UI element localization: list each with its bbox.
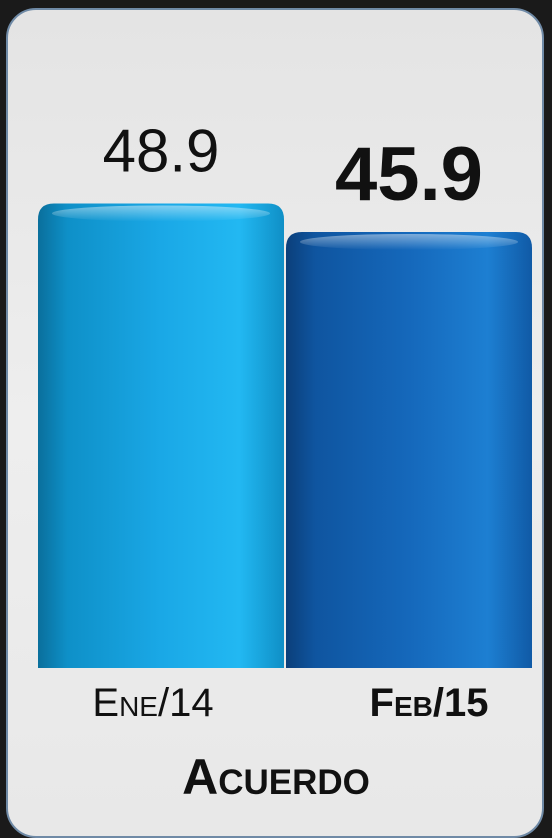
bar-ene-14 (38, 203, 284, 668)
category-label: Feb/15 (370, 681, 489, 725)
value-label: 48.9 (103, 117, 220, 184)
value-label: 45.9 (335, 132, 483, 217)
category-label: Ene/14 (92, 681, 213, 725)
bar-chart: 48.9 Ene/14 45.9 Feb/15 (38, 117, 532, 725)
bar-cap-highlight (52, 205, 270, 222)
chart-title: Acuerdo (182, 749, 370, 805)
bar-feb-15 (286, 231, 532, 668)
bar-cap-highlight (300, 233, 518, 250)
